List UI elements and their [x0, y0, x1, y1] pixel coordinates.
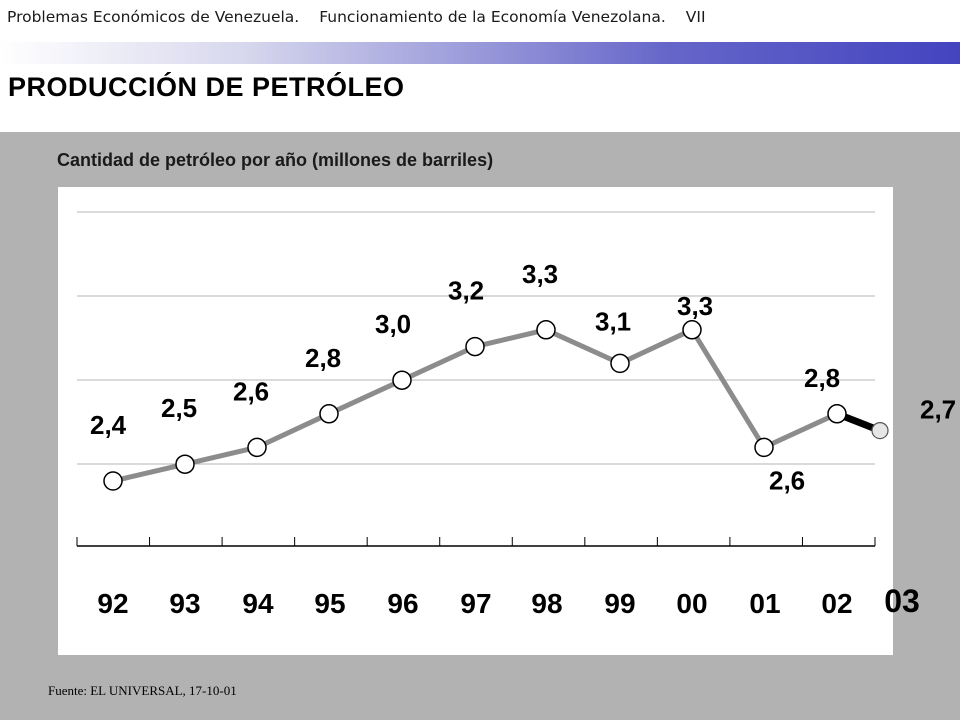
- data-label: 2,6: [769, 465, 805, 495]
- x-tick-label: 98: [531, 588, 562, 619]
- data-label: 2,8: [305, 343, 341, 373]
- data-point: [871, 422, 889, 440]
- x-tick-label: 94: [242, 588, 274, 619]
- header-chapter: VII: [685, 8, 706, 26]
- x-tick-label: 03: [884, 583, 920, 619]
- header-topic: Problemas Económicos de Venezuela.: [7, 8, 300, 26]
- data-point: [682, 320, 702, 340]
- presentation-header: Problemas Económicos de Venezuela. Funcio…: [0, 0, 960, 40]
- data-point: [754, 437, 774, 458]
- header-gradient-bar: [0, 42, 960, 64]
- x-tick-label: 95: [314, 588, 345, 619]
- data-label: 3,0: [375, 309, 411, 339]
- header-subtopic: Funcionamiento de la Economía Venezolana…: [319, 8, 666, 26]
- data-point: [610, 353, 630, 374]
- data-label: 3,2: [448, 276, 484, 306]
- data-point: [536, 320, 556, 340]
- page-title: PRODUCCIÓN DE PETRÓLEO: [8, 72, 405, 102]
- data-point: [392, 370, 412, 390]
- x-tick-label: 96: [387, 588, 418, 619]
- x-tick-label: 01: [749, 588, 780, 619]
- x-tick-label: 97: [460, 588, 491, 619]
- x-tick-label: 00: [676, 588, 707, 619]
- data-label: 3,1: [595, 306, 631, 336]
- data-label: 2,4: [90, 410, 127, 440]
- plot-area: [58, 187, 893, 655]
- x-tick-label: 93: [169, 588, 200, 619]
- data-label: 2,7: [920, 395, 956, 425]
- data-point: [827, 404, 847, 424]
- data-point: [103, 471, 123, 491]
- data-point: [247, 437, 267, 458]
- source-note: Fuente: EL UNIVERSAL, 17-10-01: [48, 683, 237, 698]
- data-point: [175, 454, 195, 474]
- chart-title: Cantidad de petróleo por año (millones d…: [57, 150, 494, 170]
- data-label: 3,3: [677, 291, 713, 321]
- data-label: 2,8: [804, 363, 840, 393]
- x-tick-label: 99: [604, 588, 635, 619]
- x-tick-label: 92: [97, 588, 128, 619]
- data-point: [319, 404, 339, 424]
- data-label: 2,5: [161, 393, 197, 423]
- data-label: 3,3: [522, 259, 558, 289]
- x-tick-label: 02: [821, 588, 852, 619]
- data-label: 2,6: [233, 376, 269, 406]
- data-point: [465, 336, 485, 357]
